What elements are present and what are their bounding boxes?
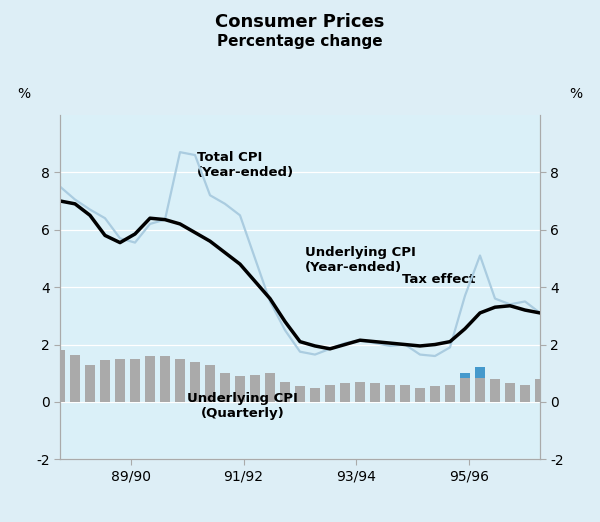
Bar: [370, 383, 380, 402]
Bar: [445, 385, 455, 402]
Bar: [475, 377, 485, 402]
Bar: [220, 373, 230, 402]
Text: %: %: [569, 87, 583, 101]
Bar: [235, 376, 245, 402]
Bar: [520, 385, 530, 402]
Bar: [100, 360, 110, 402]
Text: Underlying CPI
(Quarterly): Underlying CPI (Quarterly): [187, 392, 298, 420]
Bar: [55, 350, 65, 402]
Bar: [460, 377, 470, 402]
Bar: [385, 385, 395, 402]
Bar: [295, 386, 305, 402]
Bar: [415, 387, 425, 402]
Bar: [430, 386, 440, 402]
Bar: [265, 373, 275, 402]
Bar: [85, 364, 95, 402]
Text: Underlying CPI
(Year-ended): Underlying CPI (Year-ended): [305, 246, 416, 274]
Bar: [115, 359, 125, 402]
Bar: [70, 354, 80, 402]
Bar: [310, 387, 320, 402]
Bar: [340, 383, 350, 402]
Bar: [490, 379, 500, 402]
Bar: [190, 362, 200, 402]
Bar: [160, 356, 170, 402]
Bar: [205, 364, 215, 402]
Bar: [460, 373, 470, 377]
Bar: [355, 382, 365, 402]
Bar: [130, 359, 140, 402]
Bar: [505, 383, 515, 402]
Text: Tax effect: Tax effect: [402, 274, 475, 287]
Text: Consumer Prices: Consumer Prices: [215, 13, 385, 31]
Bar: [145, 356, 155, 402]
Bar: [400, 385, 410, 402]
Bar: [280, 382, 290, 402]
Text: %: %: [17, 87, 31, 101]
Bar: [475, 367, 485, 377]
Bar: [175, 359, 185, 402]
Bar: [325, 385, 335, 402]
Bar: [250, 375, 260, 402]
Text: Percentage change: Percentage change: [217, 34, 383, 49]
Bar: [535, 379, 545, 402]
Text: Total CPI
(Year-ended): Total CPI (Year-ended): [197, 151, 294, 179]
